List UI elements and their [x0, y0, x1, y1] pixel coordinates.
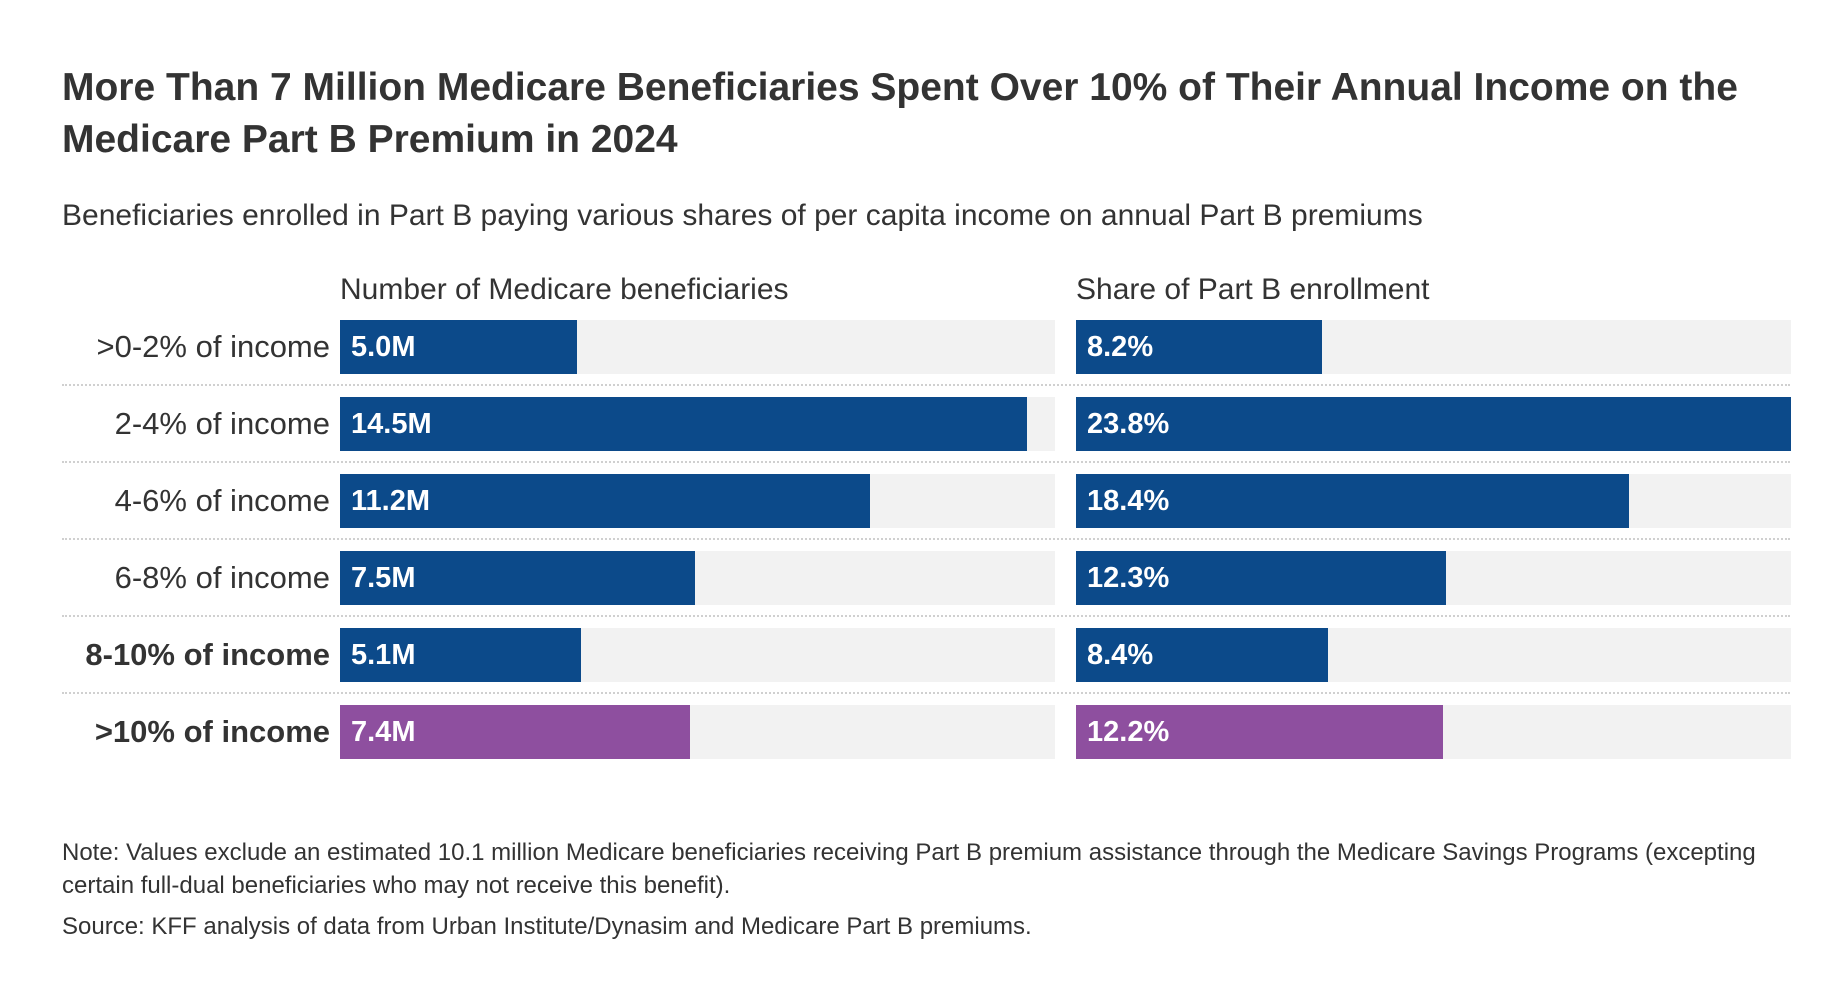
bar	[340, 628, 581, 682]
bar	[1076, 320, 1322, 374]
bar	[340, 320, 577, 374]
row-divider	[62, 384, 1790, 386]
data-label: 18.4%	[1087, 485, 1170, 517]
bar	[340, 397, 1027, 451]
data-label: 8.4%	[1087, 639, 1154, 671]
bar	[1076, 551, 1446, 605]
data-label: 14.5M	[351, 408, 432, 440]
chart-source: Source: KFF analysis of data from Urban …	[62, 913, 1032, 940]
bar	[1076, 397, 1791, 451]
row-divider	[62, 615, 1790, 617]
row-label: >10% of income	[94, 714, 330, 749]
data-label: 5.0M	[351, 331, 416, 363]
data-label: 7.4M	[351, 716, 416, 748]
data-label: 8.2%	[1087, 331, 1154, 363]
row-label: 2-4% of income	[114, 406, 330, 441]
bar	[340, 705, 690, 759]
data-label: 7.5M	[351, 562, 416, 594]
panel-title-share-of-part-b-enrollment: Share of Part B enrollment	[1076, 273, 1430, 306]
bar	[1076, 705, 1443, 759]
bar	[1076, 474, 1629, 528]
row-divider	[62, 461, 1790, 463]
bar	[340, 551, 695, 605]
row-divider	[62, 692, 1790, 694]
data-label: 11.2M	[351, 485, 430, 517]
row-label: 6-8% of income	[114, 560, 330, 595]
data-label: 12.3%	[1087, 562, 1170, 594]
chart-note: Note: Values exclude an estimated 10.1 m…	[62, 839, 1756, 899]
data-label: 12.2%	[1087, 716, 1170, 748]
bar	[1076, 628, 1328, 682]
chart-title: More Than 7 Million Medicare Beneficiari…	[62, 66, 1738, 161]
panel-title-number-of-medicare-beneficiaries: Number of Medicare beneficiaries	[340, 273, 789, 306]
row-label: 4-6% of income	[114, 483, 330, 518]
data-label: 5.1M	[351, 639, 416, 671]
row-label: 8-10% of income	[85, 637, 330, 672]
row-divider	[62, 538, 1790, 540]
chart-subtitle: Beneficiaries enrolled in Part B paying …	[62, 199, 1423, 232]
row-label: >0-2% of income	[96, 329, 330, 364]
bar	[340, 474, 870, 528]
data-label: 23.8%	[1087, 408, 1170, 440]
